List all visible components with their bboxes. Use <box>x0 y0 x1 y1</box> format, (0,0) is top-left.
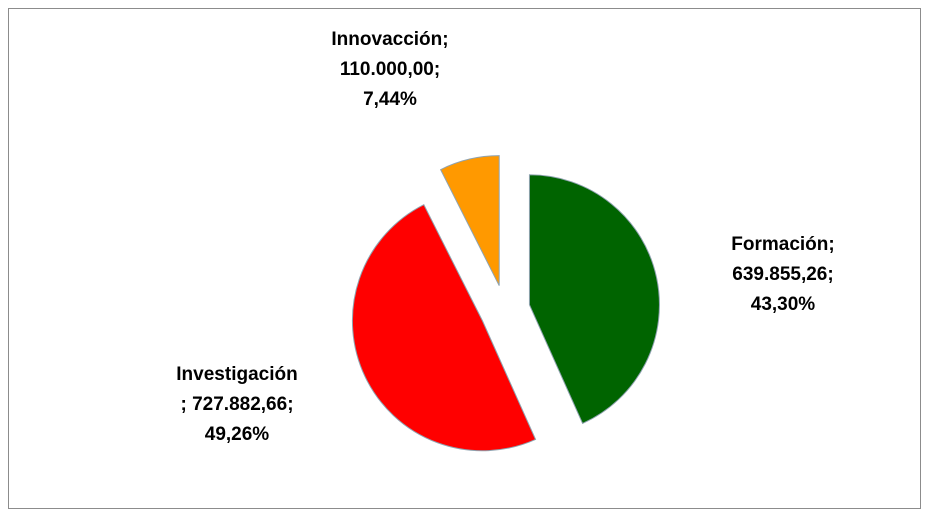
data-label: 639.855,26; <box>732 264 833 285</box>
data-label-part: ; <box>287 394 293 415</box>
data-label: ; 727.882,66; <box>180 394 293 415</box>
data-label-part: Formación <box>731 234 828 255</box>
data-label: 7,44% <box>363 89 417 110</box>
data-label-part: 7,44% <box>363 89 417 110</box>
data-label: Formación; <box>731 234 834 255</box>
data-label: 110.000,00; <box>340 59 440 80</box>
data-label-part: 110.000,00 <box>340 59 434 80</box>
data-label-part: 727.882,66 <box>192 394 287 415</box>
data-label: 43,30% <box>751 294 816 315</box>
data-label-part: ; <box>434 59 440 80</box>
data-label-part: ; <box>180 394 186 415</box>
data-label-part: Investigación <box>176 364 297 385</box>
pie-slice <box>528 174 660 425</box>
data-label-part: 43,30% <box>751 294 816 315</box>
data-label-part: ; <box>827 264 833 285</box>
data-label: Innovacción; <box>331 29 448 50</box>
data-label: Investigación <box>176 364 297 385</box>
data-label-part: 49,26% <box>205 424 270 445</box>
data-label-part: 639.855,26 <box>732 264 827 285</box>
data-label-part: ; <box>442 29 448 50</box>
pie-slice <box>351 204 537 452</box>
data-label-part: ; <box>828 234 834 255</box>
pie-slice <box>439 155 500 286</box>
data-label: 49,26% <box>205 424 270 445</box>
data-label-part: Innovacción <box>331 29 442 50</box>
